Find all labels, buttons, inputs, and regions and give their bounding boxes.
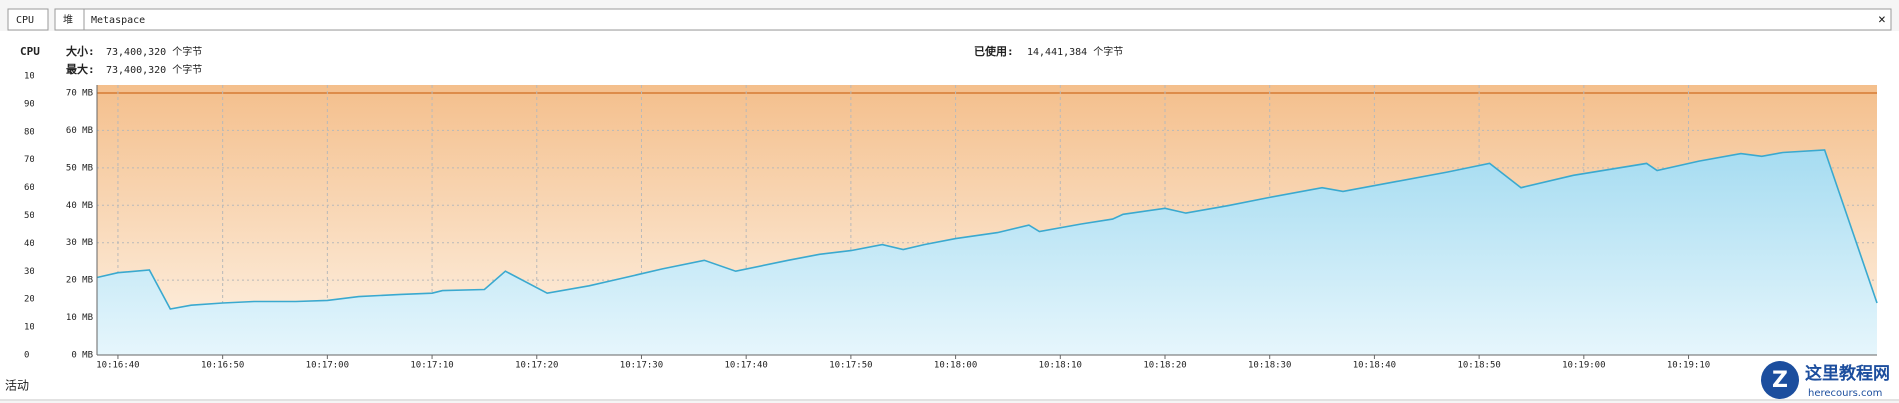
cpu-tick-label: 10 [24,323,35,333]
watermark-url: herecours.com [1808,388,1882,399]
plot: 0 MB 10 MB 20 MB 30 MB 40 MB 50 MB 60 MB 70 MB 1… [66,85,1878,371]
x-tick-label: 10:18:40 [1353,361,1396,371]
logo-letter: Z [1772,368,1788,393]
cpu-tick-label: 40 [24,239,35,249]
tab-label[interactable]: 堆 [63,14,73,26]
value: 73,400,320 个字节 [106,45,202,58]
cpu-tick-label: 20 [24,295,35,305]
x-tick-label: 10:18:20 [1143,361,1186,371]
label: 最大: [66,62,95,76]
y-tick-label: 0 MB [71,351,93,361]
tab-strip [54,8,1892,31]
y-tick-label: 10 MB [66,313,93,323]
area [97,149,1877,355]
x-tick-label: 10:19:00 [1562,361,1605,371]
footer-label: 活动 [5,379,29,393]
label: 大小: [66,44,95,58]
x-tick-label: 10:18:00 [934,361,977,371]
cpu-title: CPU [20,45,40,58]
cpu-tick-label: 100 [24,72,40,82]
x-tick-label: 10:18:30 [1248,361,1291,371]
x-tick-label: 10:17:00 [306,361,349,371]
x-tick-label: 10:16:40 [96,361,139,371]
x-tick-label: 10:17:10 [410,361,453,371]
tab[interactable] [7,8,49,31]
cpu-tick-label: 90 [24,99,35,109]
x-tick-label: 10:17:50 [829,361,872,371]
cpu-tick-label: 60 [24,183,35,193]
cpu-tick-label: 80 [24,127,35,137]
x-tick-label: 10:16:50 [201,361,244,371]
value: 73,400,320 个字节 [106,63,202,76]
watermark-title: 这里教程网 [1805,363,1890,384]
y-tick-label: 50 MB [66,163,93,173]
tab-label[interactable]: Metaspace [91,15,145,26]
watermark: Z 这里教程网 herecours.com [1761,361,1890,399]
x-tick-label: 10:18:50 [1457,361,1500,371]
cpu-tick-label: 30 [24,267,35,277]
logo [1761,361,1799,399]
y-tick-label: 70 MB [66,89,93,99]
value: 14,441,384 个字节 [1027,45,1123,58]
line [96,149,1878,310]
x-tick-label: 10:17:40 [724,361,767,371]
x-tick-label: 10:18:10 [1039,361,1082,371]
y-tick-label: 20 MB [66,276,93,286]
y-tick-label: 40 MB [66,201,93,211]
y-tick-label: 30 MB [66,238,93,248]
label: 已使用: [974,44,1014,58]
x-tick-label: 10:19:10 [1667,361,1710,371]
x-tick-label: 10:17:30 [620,361,663,371]
y-tick-label: 60 MB [66,126,93,136]
cpu-tick-label: 50 [24,211,35,221]
cpu-tick-label: 70 [24,155,35,165]
x-tick-label: 10:17:20 [515,361,558,371]
cpu-tick-label: 0 [24,351,29,361]
close-button[interactable]: × [1878,13,1886,28]
tab-label[interactable]: CPU [16,15,34,26]
